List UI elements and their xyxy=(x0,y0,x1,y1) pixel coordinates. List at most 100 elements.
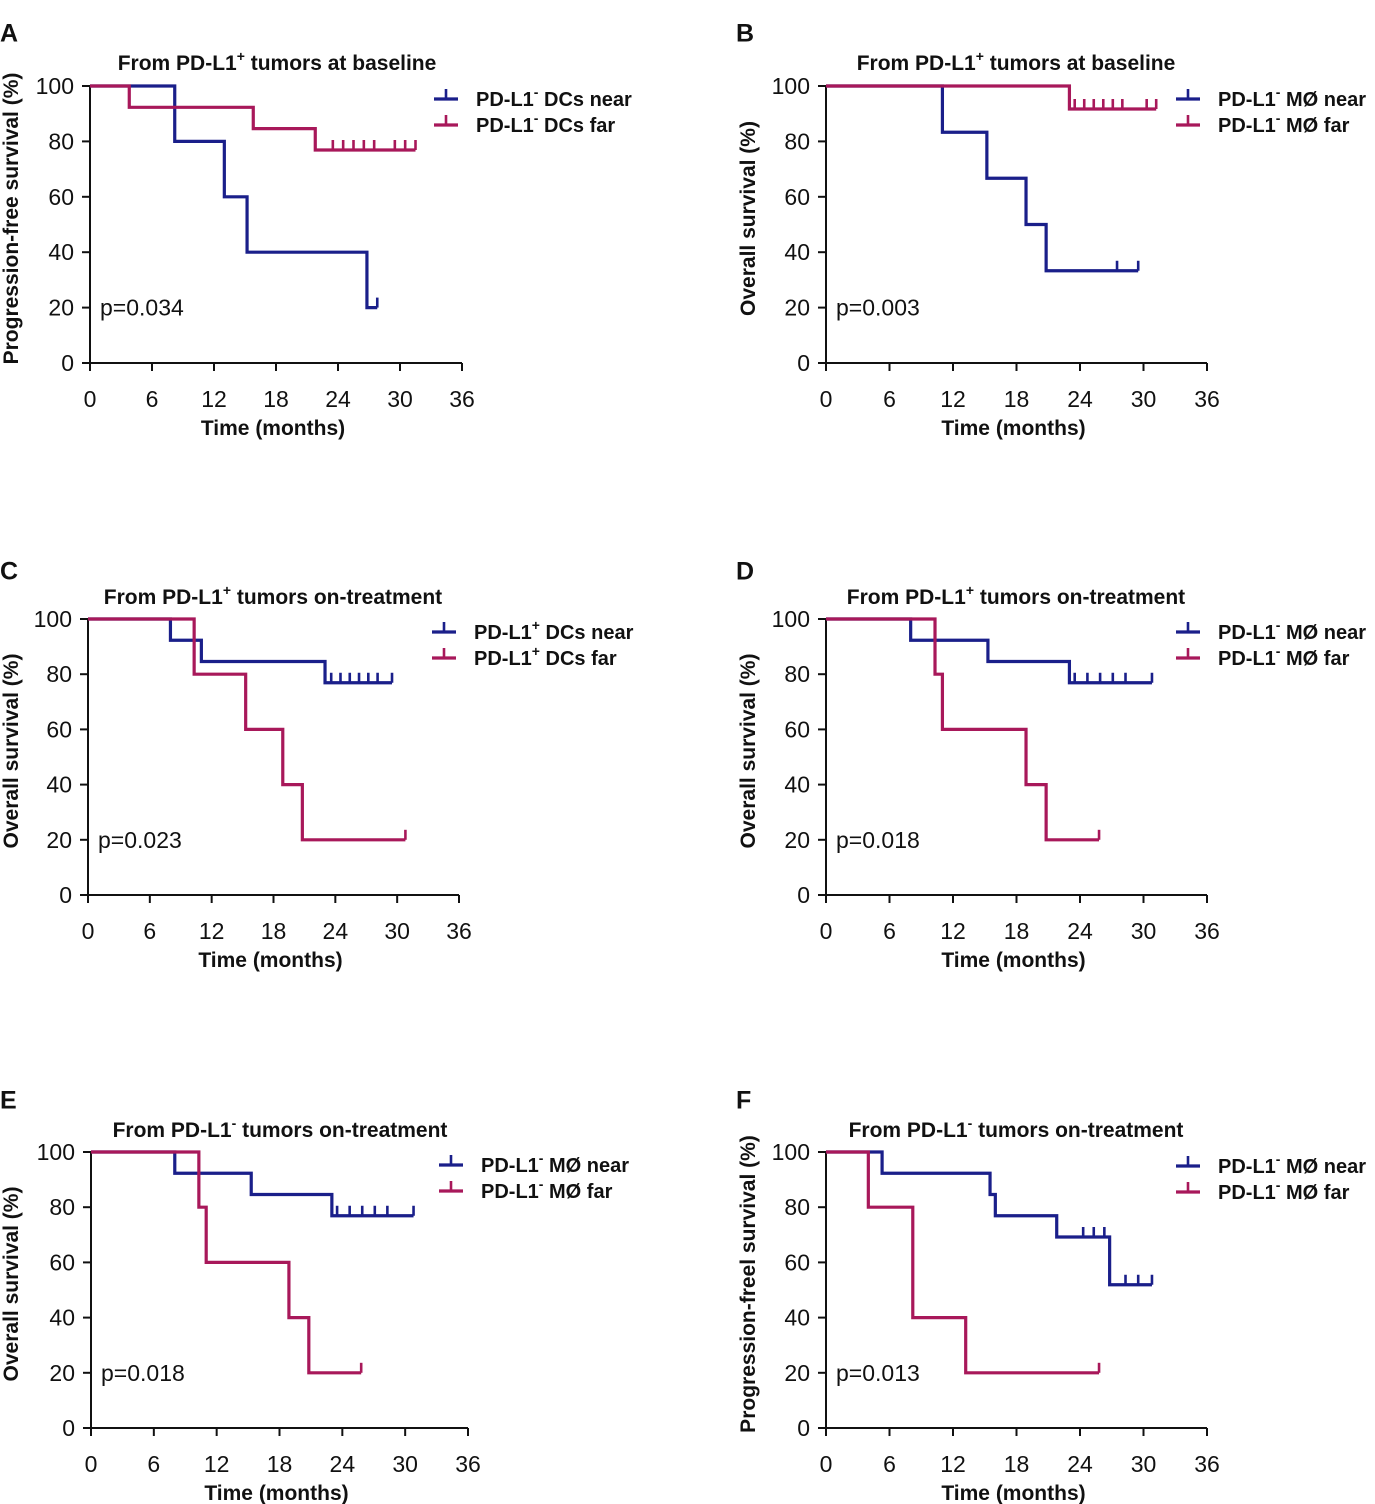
legend-label-sup: - xyxy=(1276,1177,1281,1193)
y-tick-label: 60 xyxy=(46,716,72,742)
x-tick-label: 30 xyxy=(1131,918,1157,944)
legend-label-text: PD-L1 xyxy=(474,622,532,644)
y-axis-label: Overall survival (%) xyxy=(737,121,760,316)
y-tick-label: 0 xyxy=(797,882,810,908)
x-tick-label: 18 xyxy=(1004,918,1030,944)
x-tick-label: 12 xyxy=(940,1451,966,1477)
x-axis-label: Time (months) xyxy=(204,1482,348,1504)
p-value: p=0.023 xyxy=(98,827,182,853)
legend-label: PD-L1- MØ far xyxy=(481,1176,613,1203)
legend-label-sup: - xyxy=(534,84,539,100)
y-tick-label: 20 xyxy=(48,295,74,321)
x-tick-label: 6 xyxy=(883,1451,896,1477)
x-tick-label: 0 xyxy=(820,918,833,944)
x-tick-label: 12 xyxy=(201,386,227,412)
y-tick-label: 100 xyxy=(36,73,74,99)
y-axis-label: Overall survival (%) xyxy=(0,654,23,849)
x-tick-label: 30 xyxy=(1131,386,1157,412)
y-tick-label: 60 xyxy=(784,1249,810,1275)
legend-label-post: MØ near xyxy=(543,1155,629,1177)
x-tick-label: 6 xyxy=(146,386,159,412)
chart-title-post: tumors at baseline xyxy=(984,52,1175,75)
x-tick-label: 30 xyxy=(384,918,410,944)
x-axis-label: Time (months) xyxy=(198,949,342,972)
x-tick-label: 0 xyxy=(84,386,97,412)
y-tick-label: 60 xyxy=(784,716,810,742)
panel-label: B xyxy=(736,20,754,48)
km-curve-far xyxy=(826,84,1157,111)
panel-a: A From PD-L1+ tumors at baseline 0 6 12 18 24 3… xyxy=(0,20,632,440)
legend-label-sup: + xyxy=(532,643,540,659)
chart-title-text: From PD-L1 xyxy=(857,52,976,75)
x-tick-label: 6 xyxy=(143,918,156,944)
x-tick-label: 6 xyxy=(147,1451,160,1477)
chart-title-text: From PD-L1 xyxy=(847,586,966,609)
p-value: p=0.013 xyxy=(836,1360,920,1386)
km-curve-near xyxy=(91,1150,414,1218)
x-tick-label: 0 xyxy=(82,918,95,944)
x-tick-label: 6 xyxy=(883,918,896,944)
y-tick-label: 80 xyxy=(49,1194,75,1220)
y-tick-label: 80 xyxy=(46,661,72,687)
x-tick-label: 12 xyxy=(940,918,966,944)
chart-title-sup: + xyxy=(966,582,974,598)
y-tick-label: 100 xyxy=(37,1139,75,1165)
km-curve-far xyxy=(826,617,1100,842)
x-tick-label: 24 xyxy=(330,1451,356,1477)
p-value: p=0.034 xyxy=(100,295,184,321)
y-tick-label: 40 xyxy=(49,1305,75,1331)
legend-label: PD-L1- MØ far xyxy=(1218,643,1350,670)
legend-label-sup: - xyxy=(1276,110,1281,126)
panel-d: D From PD-L1+ tumors on-treatment 0 6 12 18 24… xyxy=(736,558,1366,972)
x-tick-label: 36 xyxy=(455,1451,481,1477)
y-tick-label: 0 xyxy=(797,1415,810,1441)
legend-label-text: PD-L1 xyxy=(1218,622,1276,644)
x-tick-label: 30 xyxy=(387,386,413,412)
legend-label-post: MØ near xyxy=(1280,1156,1366,1178)
panel-label: D xyxy=(736,558,754,586)
x-tick-label: 30 xyxy=(392,1451,418,1477)
x-axis-label: Time (months) xyxy=(201,417,345,440)
y-tick-label: 100 xyxy=(34,606,72,632)
y-tick-label: 60 xyxy=(784,184,810,210)
legend-label-sup: - xyxy=(1276,84,1281,100)
y-tick-label: 40 xyxy=(46,772,72,798)
y-axis-label: Overall survival (%) xyxy=(0,1187,23,1382)
legend-label-sup: - xyxy=(1276,643,1281,659)
legend-label-text: PD-L1 xyxy=(1218,1182,1276,1204)
x-tick-label: 6 xyxy=(883,386,896,412)
chart-title-sup: + xyxy=(223,582,231,598)
chart-title: From PD-L1- tumors on-treatment xyxy=(849,1115,1184,1142)
legend-label-post: DCs far xyxy=(538,115,615,137)
legend-label-text: PD-L1 xyxy=(476,115,534,137)
y-tick-label: 20 xyxy=(46,827,72,853)
x-tick-label: 18 xyxy=(267,1451,293,1477)
legend-label: PD-L1- MØ near xyxy=(481,1150,629,1177)
chart-title-sup: - xyxy=(968,1115,973,1131)
x-tick-label: 12 xyxy=(940,386,966,412)
chart-title-text: From PD-L1 xyxy=(104,586,223,609)
legend-label-sup: - xyxy=(1276,1151,1281,1167)
y-tick-label: 80 xyxy=(784,661,810,687)
legend-label-post: DCs near xyxy=(540,622,634,644)
chart-title-sup: - xyxy=(232,1115,237,1131)
chart-title-post: tumors on-treatment xyxy=(972,1119,1183,1142)
y-axis-label: Progression-free survival (%) xyxy=(0,73,23,365)
p-value: p=0.018 xyxy=(101,1360,185,1386)
x-tick-label: 0 xyxy=(85,1451,98,1477)
chart-title-text: From PD-L1 xyxy=(118,52,237,75)
chart-title-sup: + xyxy=(976,48,984,64)
x-tick-label: 0 xyxy=(820,386,833,412)
x-tick-label: 12 xyxy=(199,918,225,944)
y-tick-label: 20 xyxy=(49,1360,75,1386)
legend-label-text: PD-L1 xyxy=(476,89,534,111)
km-curve-near xyxy=(826,1150,1152,1287)
legend-label: PD-L1- MØ near xyxy=(1218,1151,1366,1178)
x-tick-label: 24 xyxy=(1067,918,1093,944)
x-axis-label: Time (months) xyxy=(941,417,1085,440)
legend-label-sup: - xyxy=(534,110,539,126)
chart-title-post: tumors at baseline xyxy=(245,52,436,75)
y-axis-label: Overall survival (%) xyxy=(737,654,760,849)
y-tick-label: 0 xyxy=(59,882,72,908)
